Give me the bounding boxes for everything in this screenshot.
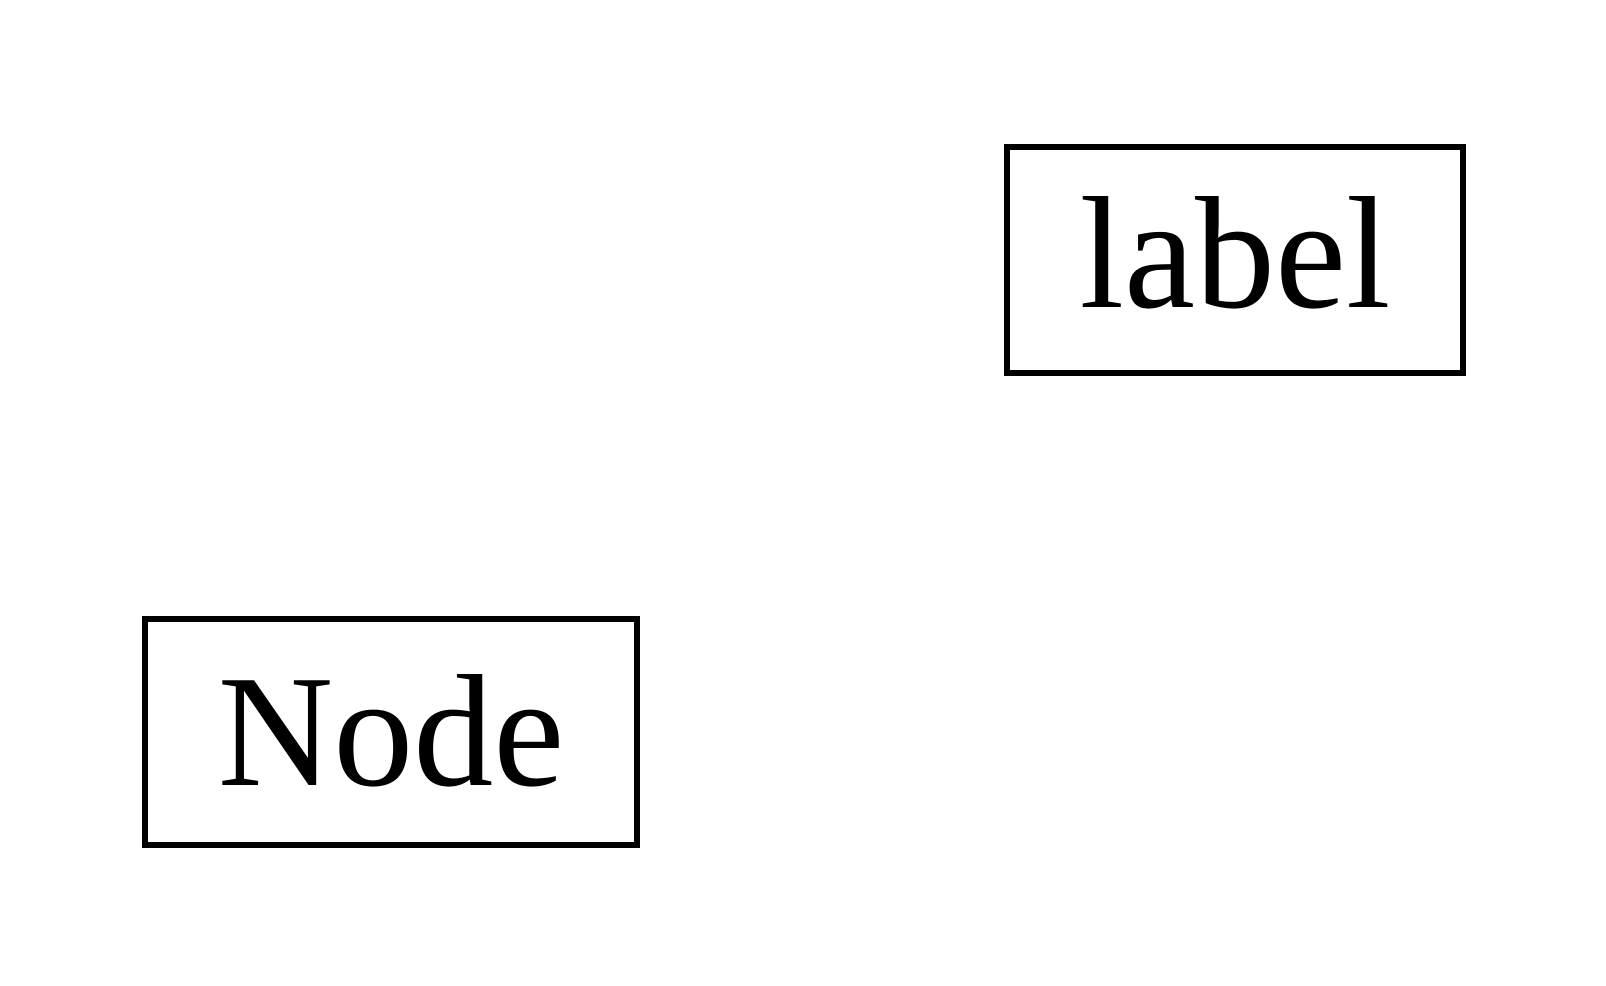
node-box-text: Node <box>217 642 565 820</box>
label-box-text: label <box>1079 164 1391 342</box>
label-box: label <box>1004 144 1466 376</box>
node-box: Node <box>142 616 640 848</box>
